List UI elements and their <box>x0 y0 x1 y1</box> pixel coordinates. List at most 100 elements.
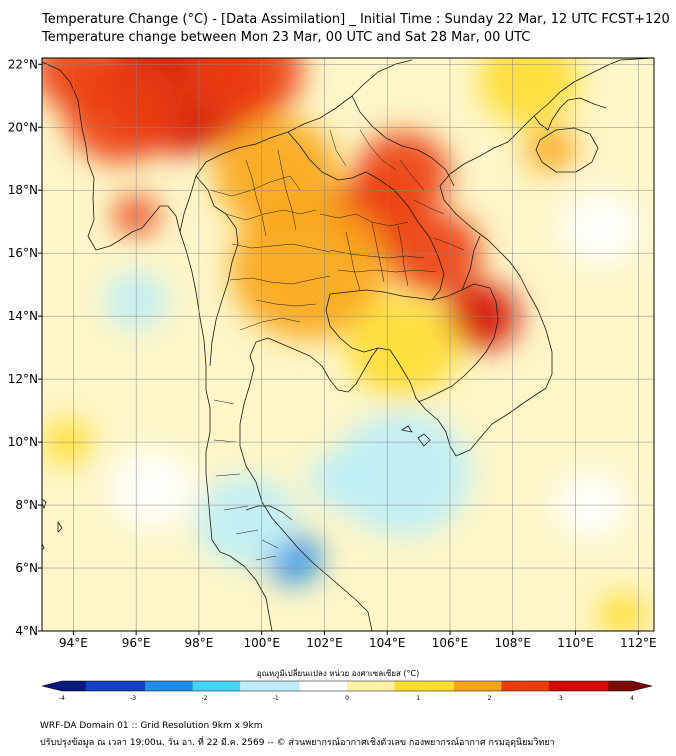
colorbar-swatch <box>489 681 502 691</box>
field-blob <box>597 592 648 631</box>
colorbar-swatch <box>548 681 562 691</box>
y-tick-label: 10°N <box>8 435 38 449</box>
colorbar-swatch <box>109 681 122 691</box>
colorbar-swatch <box>501 681 514 691</box>
colorbar-swatch <box>204 681 217 691</box>
border-cambodia <box>329 283 499 403</box>
y-tick-label: 20°N <box>8 120 38 134</box>
colorbar-swatch <box>608 681 621 691</box>
colorbar-tick-label: -4 <box>59 695 65 702</box>
colorbar-swatch <box>620 681 633 691</box>
x-tick-label: 96°E <box>122 636 151 650</box>
y-tick-label: 8°N <box>15 498 38 512</box>
y-tick-label: 22°N <box>8 57 38 71</box>
colorbar-swatch <box>323 681 336 691</box>
colorbar-swatch <box>560 681 573 691</box>
colorbar-swatch <box>121 681 134 691</box>
coastline-mainland-west <box>42 61 273 631</box>
colorbar-swatch <box>157 681 170 691</box>
colorbar-swatch <box>311 681 324 691</box>
y-tick-label: 18°N <box>8 183 38 197</box>
field-blob <box>478 58 579 126</box>
x-tick-label: 102°E <box>306 636 343 650</box>
colorbar-swatch <box>228 681 241 691</box>
border-laos-east <box>351 95 455 187</box>
field-blob <box>333 411 472 536</box>
colorbar-swatch <box>525 681 538 691</box>
colorbar-swatch <box>358 681 372 691</box>
border-malaysia <box>245 505 293 521</box>
colorbar-swatch <box>418 681 431 691</box>
colorbar-swatch <box>347 681 360 691</box>
field-blob <box>355 132 450 217</box>
y-axis-ticks: 4°N 6°N 8°N 10°N 12°N 14°N 16°N 18°N 20°N 22°N <box>8 57 42 638</box>
footer-credit: ปรับปรุงข้อมูล ณ เวลา 19:00น. วัน อา. ที… <box>40 738 555 748</box>
colorbar-swatch <box>299 681 312 691</box>
colorbar-tick-label: -2 <box>202 695 208 702</box>
y-tick-label: 6°N <box>15 561 38 575</box>
border-north <box>179 59 413 233</box>
x-tick-label: 106°E <box>432 636 469 650</box>
colorbar-swatch <box>216 681 229 691</box>
field-blob <box>346 296 460 399</box>
y-tick-label: 4°N <box>15 624 38 638</box>
chart-title: Temperature Change (°C) - [Data Assimila… <box>42 12 670 27</box>
field-blob <box>107 449 196 529</box>
field-blob <box>214 117 341 231</box>
y-tick-label: 14°N <box>8 309 38 323</box>
field-blob <box>195 475 297 567</box>
y-tick-label: 12°N <box>8 372 38 386</box>
colorbar-swatch <box>584 681 597 691</box>
x-axis-ticks: 94°E 96°E 98°E 100°E 102°E 104°E 106°E 108°E 110… <box>59 631 657 650</box>
graticule <box>42 58 654 632</box>
colorbar-swatch <box>394 681 407 691</box>
colorbar-swatch <box>97 681 110 691</box>
colorbar-swatch <box>287 681 300 691</box>
colorbar-swatch <box>430 681 443 691</box>
colorbar-swatch <box>62 681 75 691</box>
colorbar-swatch <box>240 681 253 691</box>
colorbar-swatch <box>275 681 288 691</box>
colorbar-swatch <box>513 681 526 691</box>
field-blob <box>189 58 303 122</box>
colorbar-swatch <box>382 681 395 691</box>
colorbar-swatch <box>180 681 193 691</box>
border-vietnam-inner <box>461 235 481 291</box>
field-blob <box>559 191 642 265</box>
x-tick-label: 94°E <box>59 636 88 650</box>
colorbar-swatch <box>537 681 550 691</box>
provinces-northeast <box>319 213 437 291</box>
border-thai-cambodia <box>325 293 379 353</box>
temperature-field <box>42 58 648 631</box>
hainan-island <box>535 127 599 173</box>
colorbar-title: อุณหภูมิเปลี่ยนแปลง หน่วย องศาเซลเซียส (… <box>256 669 420 678</box>
provinces-laos <box>329 129 465 251</box>
vietnam-islands <box>401 425 431 447</box>
colorbar-tick-label: -3 <box>130 695 136 702</box>
colorbar-tick-label: 0 <box>345 695 349 702</box>
colorbar-swatch <box>406 681 419 691</box>
x-tick-label: 108°E <box>495 636 532 650</box>
footer-model-info: WRF-DA Domain 01 :: Grid Resolution 9km … <box>40 721 263 731</box>
map-frame <box>41 57 655 632</box>
colorbar-swatch <box>335 681 348 691</box>
colorbar-min-arrow <box>42 681 62 691</box>
colorbar-swatch <box>263 681 277 691</box>
colorbar: -4 -3 -2 -1 0 1 2 3 4 <box>41 680 653 702</box>
x-tick-label: 98°E <box>184 636 213 650</box>
field-blob <box>525 126 576 172</box>
coastline-peninsula-east <box>239 58 654 631</box>
field-blob <box>308 451 372 509</box>
x-tick-label: 100°E <box>243 636 280 650</box>
colorbar-swatch <box>477 681 490 691</box>
colorbar-swatch <box>192 681 205 691</box>
colorbar-swatch <box>85 681 98 691</box>
colorbar-swatch <box>596 681 609 691</box>
x-tick-label: 104°E <box>369 636 406 650</box>
colorbar-swatch <box>252 681 265 691</box>
colorbar-swatch <box>73 681 87 691</box>
colorbar-swatch <box>453 681 467 691</box>
colorbar-max-arrow <box>632 681 652 691</box>
colorbar-swatch <box>370 681 383 691</box>
